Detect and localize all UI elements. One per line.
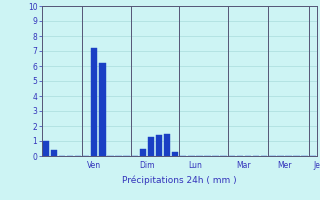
Bar [51, 150, 57, 156]
Text: Lun: Lun [188, 160, 202, 170]
Bar [164, 134, 170, 156]
Text: Ven: Ven [87, 160, 101, 170]
Bar [148, 137, 154, 156]
Text: Mar: Mar [237, 160, 251, 170]
Text: Dim: Dim [139, 160, 155, 170]
Bar [43, 141, 49, 156]
Bar [140, 148, 146, 156]
Text: Je: Je [313, 160, 320, 170]
Bar [99, 63, 106, 156]
Text: Précipitations 24h ( mm ): Précipitations 24h ( mm ) [122, 176, 236, 185]
Bar [156, 135, 162, 156]
Text: Mer: Mer [277, 160, 292, 170]
Bar [172, 152, 178, 156]
Bar [91, 48, 98, 156]
